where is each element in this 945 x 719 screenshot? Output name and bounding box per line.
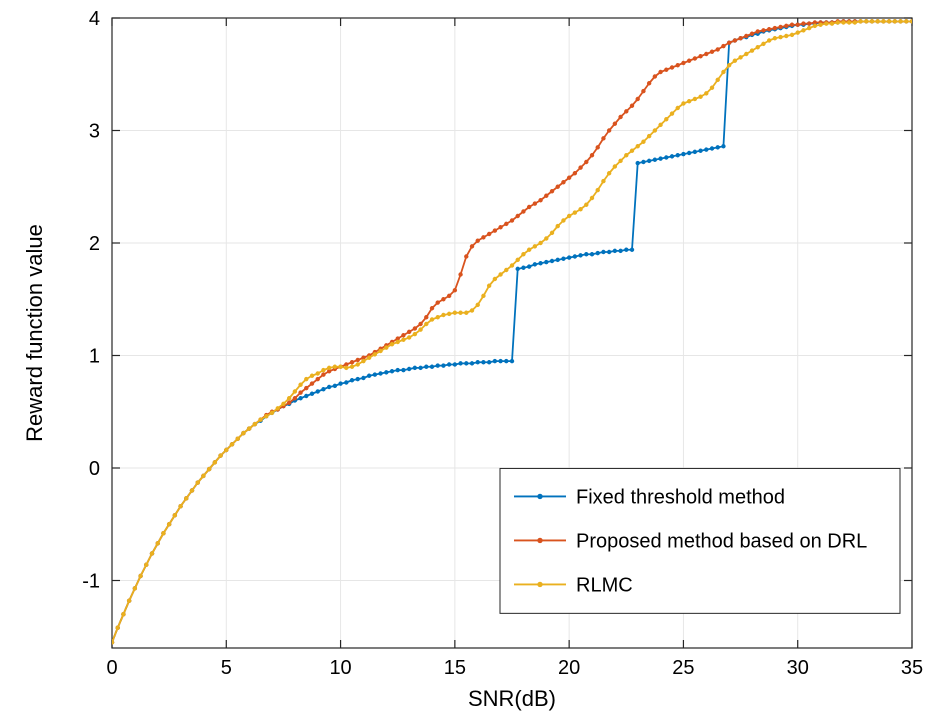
x-tick-label: 5	[221, 657, 232, 679]
y-tick-label: 2	[89, 233, 100, 255]
y-tick-label: -1	[82, 571, 100, 593]
legend: Fixed threshold method Proposed method ba…	[500, 468, 900, 613]
x-axis-label: SNR(dB)	[468, 686, 556, 711]
y-tick-label: 1	[89, 346, 100, 368]
y-tick-label: 3	[89, 121, 100, 143]
x-tick-label: 15	[444, 657, 466, 679]
legend-label: RLMC	[576, 574, 633, 596]
legend-label: Fixed threshold method	[576, 486, 785, 508]
x-tick-label: 20	[558, 657, 580, 679]
x-tick-label: 0	[106, 657, 117, 679]
chart-svg: 0 5 10 15 20 25 30 35 -1 0 1 2 3 4 SNR(dB) Reward funct…	[0, 0, 945, 719]
x-tick-label: 10	[329, 657, 351, 679]
y-tick-label: 4	[89, 8, 100, 30]
legend-label: Proposed method based on DRL	[576, 530, 867, 552]
y-axis-label: Reward function value	[22, 224, 47, 442]
chart-container: 0 5 10 15 20 25 30 35 -1 0 1 2 3 4 SNR(dB) Reward funct…	[0, 0, 945, 719]
x-tick-label: 25	[672, 657, 694, 679]
x-tick-label: 30	[787, 657, 809, 679]
y-tick-label: 0	[89, 458, 100, 480]
x-tick-label: 35	[901, 657, 923, 679]
